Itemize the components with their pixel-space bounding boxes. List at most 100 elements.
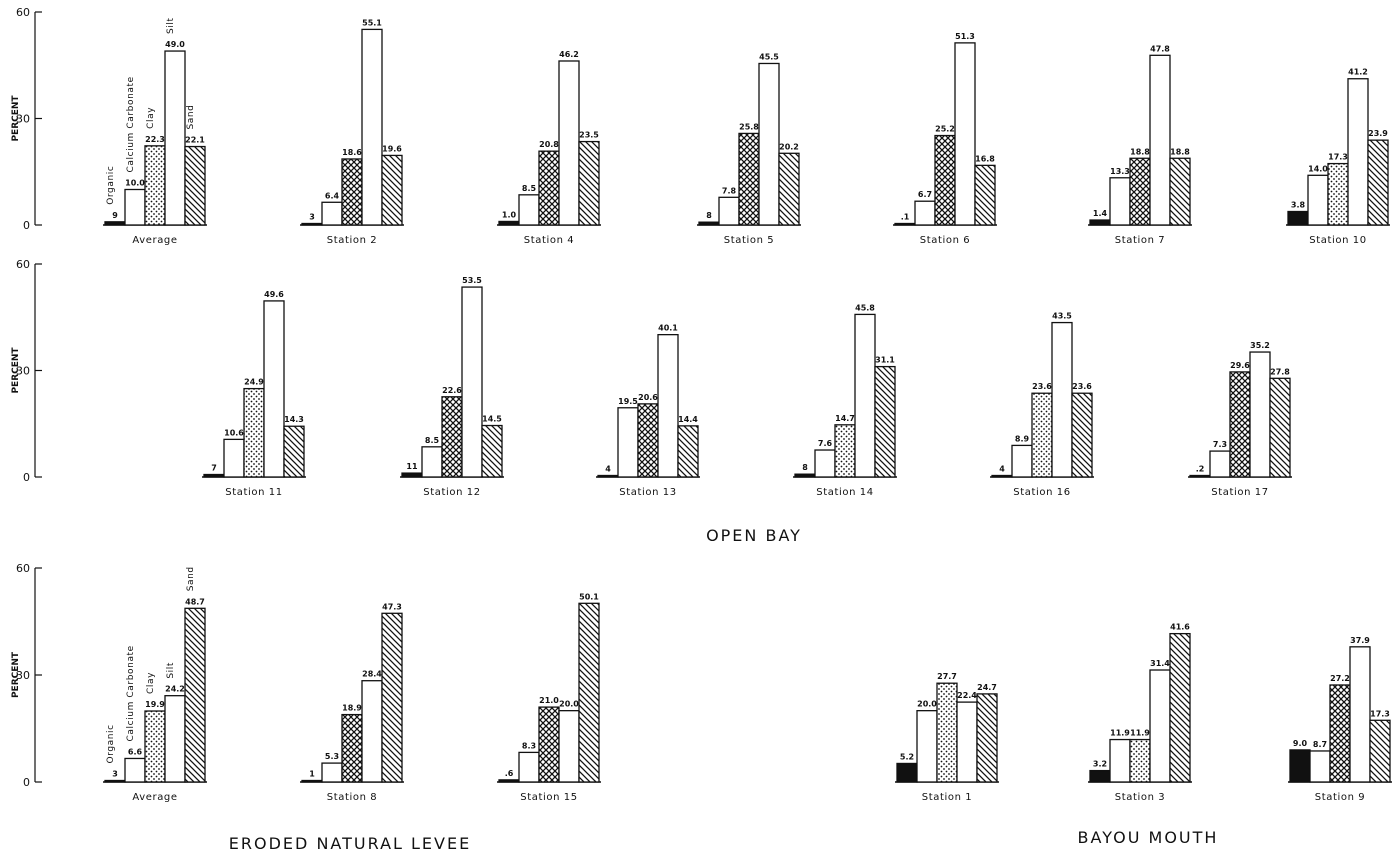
y-axis-label: PERCENT bbox=[11, 95, 21, 142]
bar-calcium-carbonate bbox=[1109, 738, 1131, 783]
bar-calcium-carbonate bbox=[914, 200, 936, 226]
bar-clay bbox=[538, 706, 560, 783]
bar-calcium-carbonate bbox=[1309, 750, 1331, 783]
bar-panels: 03060PERCENT910.022.349.022.1AverageOrga… bbox=[11, 6, 1392, 803]
y-axis-row-3: 0 30 60 PERCENT bbox=[11, 562, 42, 789]
bar-value-label: 9.0 bbox=[1293, 739, 1308, 748]
bar-value-label: 23.6 bbox=[1032, 382, 1052, 391]
bar-value-label: 6.7 bbox=[918, 190, 932, 199]
bar-clay bbox=[341, 158, 363, 226]
bar-value-label: 8.5 bbox=[522, 184, 537, 193]
panel-label: Average bbox=[132, 235, 177, 246]
bar-silt bbox=[758, 62, 780, 226]
bar-clay bbox=[1129, 738, 1151, 783]
panel-station-14: 8 7.6 14.7 45.8 31.1 Station 14 bbox=[793, 303, 897, 498]
panel-station-1: 5.2 20.0 27.7 22.424.7 Station 1 bbox=[895, 672, 999, 803]
bar-value-label: 8.9 bbox=[1015, 434, 1030, 443]
y-tick-label: 30 bbox=[16, 113, 30, 126]
bar-clay bbox=[637, 403, 659, 478]
bar-silt bbox=[1149, 669, 1171, 783]
bar-clay bbox=[1229, 371, 1251, 478]
component-label-calcium-carbonate: Calcium Carbonate bbox=[126, 645, 136, 741]
y-axis-label: PERCENT bbox=[11, 651, 21, 698]
bar-calcium-carbonate bbox=[124, 188, 146, 226]
panel-average: 3 6.6 19.924.2 48.7 Average Organic Calcium Ca… bbox=[103, 566, 207, 803]
bar-value-label: 8.7 bbox=[1313, 740, 1327, 749]
bar-sand bbox=[283, 425, 305, 478]
bar-value-label: 49.6 bbox=[264, 290, 284, 299]
bar-value-label: 14.5 bbox=[482, 415, 502, 424]
bar-value-label: 8.5 bbox=[425, 436, 440, 445]
bar-sand bbox=[976, 693, 998, 783]
bar-clay bbox=[738, 132, 760, 226]
bar-calcium-carbonate bbox=[223, 438, 245, 478]
bar-value-label: 20.0 bbox=[559, 700, 579, 709]
bar-silt bbox=[1349, 646, 1371, 783]
panel-station-8: 1 5.3 18.9 28.4 47.3 Station 8 bbox=[300, 602, 404, 803]
group-title-bayou-mouth: BAYOU MOUTH bbox=[1078, 828, 1219, 847]
bar-organic bbox=[794, 473, 816, 478]
bar-value-label: 8 bbox=[706, 211, 712, 220]
bar-organic bbox=[991, 474, 1013, 478]
group-title-eroded-natural-levee: ERODED NATURAL LEVEE bbox=[229, 834, 471, 853]
bar-clay bbox=[1327, 162, 1349, 226]
bar-silt bbox=[263, 300, 285, 478]
bar-value-label: 23.5 bbox=[579, 131, 599, 140]
bar-silt bbox=[361, 680, 383, 783]
panel-label: Station 6 bbox=[920, 235, 971, 246]
bar-value-label: 4 bbox=[605, 465, 611, 474]
bar-value-label: 41.6 bbox=[1170, 623, 1190, 632]
bar-value-label: 53.5 bbox=[462, 276, 482, 285]
panel-station-17: .2 7.3 29.6 35.2 27.8 Station 17 bbox=[1188, 341, 1292, 498]
component-label-sand: Sand bbox=[186, 566, 196, 591]
bar-sand bbox=[974, 164, 996, 226]
bar-value-label: 7 bbox=[211, 464, 217, 473]
component-label-organic: Organic bbox=[106, 166, 116, 205]
group-title-open-bay: OPEN BAY bbox=[706, 526, 802, 545]
bar-organic bbox=[1287, 210, 1309, 226]
panel-label: Station 15 bbox=[520, 792, 577, 803]
bar-value-label: 21.0 bbox=[539, 696, 559, 705]
bar-organic bbox=[104, 221, 126, 226]
bar-value-label: 27.7 bbox=[937, 672, 957, 681]
bar-value-label: 27.2 bbox=[1330, 674, 1350, 683]
bar-sand bbox=[778, 152, 800, 226]
y-tick-label: 0 bbox=[23, 219, 30, 232]
bar-value-label: 1.4 bbox=[1093, 209, 1108, 218]
bar-sand bbox=[874, 365, 896, 478]
bar-value-label: 8 bbox=[802, 463, 808, 472]
bar-value-label: 43.5 bbox=[1052, 312, 1072, 321]
panel-label: Station 13 bbox=[619, 487, 676, 498]
bar-value-label: 40.1 bbox=[658, 324, 678, 333]
bar-value-label: 8.3 bbox=[522, 741, 536, 750]
bar-value-label: 1.0 bbox=[502, 210, 517, 219]
bar-value-label: 20.2 bbox=[779, 142, 799, 151]
bar-clay bbox=[441, 396, 463, 478]
bar-clay bbox=[144, 710, 166, 783]
bar-value-label: .6 bbox=[505, 769, 514, 778]
panel-label: Station 4 bbox=[524, 235, 575, 246]
bar-clay bbox=[934, 134, 956, 226]
bar-value-label: 4 bbox=[999, 465, 1005, 474]
bar-value-label: 11.9 bbox=[1130, 729, 1150, 738]
panel-label: Station 7 bbox=[1115, 235, 1166, 246]
bar-value-label: 3.2 bbox=[1093, 760, 1107, 769]
bar-value-label: 20.8 bbox=[539, 140, 559, 149]
bar-calcium-carbonate bbox=[1109, 177, 1131, 226]
bar-sand bbox=[1269, 377, 1291, 478]
bar-silt bbox=[164, 695, 186, 783]
y-tick-label: 60 bbox=[16, 562, 30, 575]
bar-value-label: 18.8 bbox=[1130, 147, 1150, 156]
bar-calcium-carbonate bbox=[617, 407, 639, 478]
bar-value-label: 10.0 bbox=[125, 179, 145, 188]
panel-average: 9 10.0 22.3 49.0 22.1 Average Organic Calcium C… bbox=[103, 17, 207, 246]
panel-label: Station 11 bbox=[225, 487, 282, 498]
bar-silt bbox=[956, 701, 978, 783]
bar-value-label: 13.3 bbox=[1110, 167, 1130, 176]
panel-station-10: 3.8 14.017.3 41.2 23.9 Station 10 bbox=[1286, 68, 1390, 246]
panel-label: Station 1 bbox=[922, 792, 973, 803]
bar-value-label: 31.1 bbox=[875, 356, 895, 365]
bar-organic bbox=[894, 222, 916, 226]
panel-station-9: 9.0 8.7 27.2 37.9 17.3 Station 9 bbox=[1288, 636, 1392, 803]
